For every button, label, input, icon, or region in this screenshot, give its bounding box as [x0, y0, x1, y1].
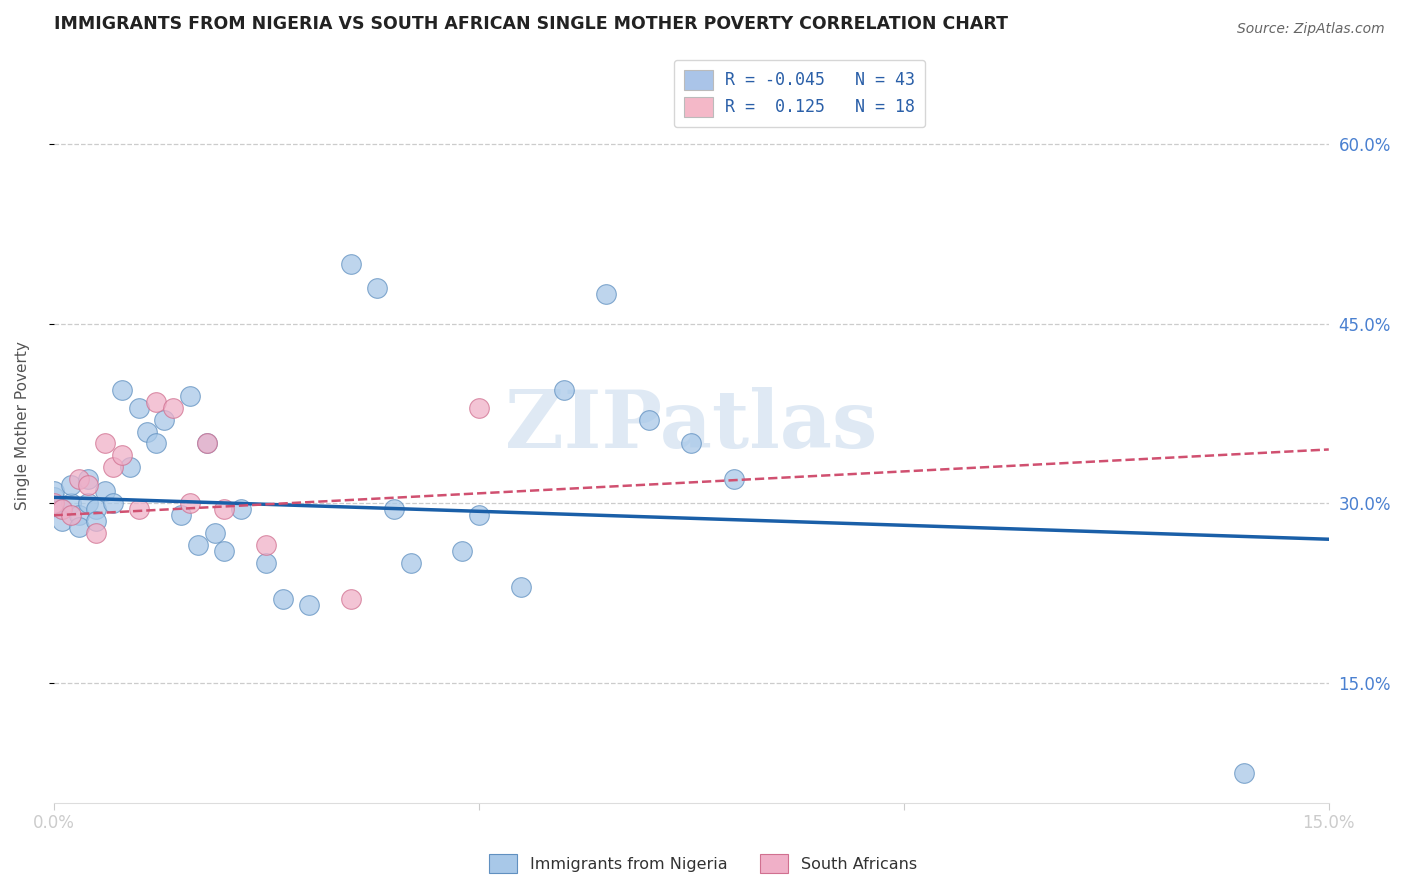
- Point: [187, 538, 209, 552]
- Point: [42, 496, 65, 510]
- Point: [162, 401, 184, 415]
- Point: [84, 514, 107, 528]
- Point: [637, 412, 659, 426]
- Point: [153, 412, 176, 426]
- Point: [204, 526, 226, 541]
- Point: [59, 508, 82, 523]
- Point: [136, 425, 159, 439]
- Point: [399, 556, 422, 570]
- Point: [179, 388, 201, 402]
- Point: [212, 544, 235, 558]
- Point: [467, 508, 489, 523]
- Point: [76, 472, 98, 486]
- Point: [76, 496, 98, 510]
- Point: [67, 472, 90, 486]
- Point: [271, 592, 294, 607]
- Point: [51, 502, 73, 516]
- Point: [51, 502, 73, 516]
- Point: [254, 538, 277, 552]
- Point: [1233, 765, 1256, 780]
- Point: [84, 502, 107, 516]
- Point: [111, 383, 134, 397]
- Point: [93, 484, 115, 499]
- Point: [67, 508, 90, 523]
- Point: [681, 436, 703, 450]
- Point: [467, 401, 489, 415]
- Point: [42, 491, 65, 505]
- Point: [298, 598, 321, 612]
- Point: [67, 520, 90, 534]
- Point: [179, 496, 201, 510]
- Point: [101, 460, 124, 475]
- Point: [111, 449, 134, 463]
- Legend: Immigrants from Nigeria, South Africans: Immigrants from Nigeria, South Africans: [482, 847, 924, 880]
- Point: [170, 508, 193, 523]
- Point: [84, 526, 107, 541]
- Point: [212, 502, 235, 516]
- Point: [59, 478, 82, 492]
- Point: [340, 257, 363, 271]
- Point: [723, 472, 745, 486]
- Point: [51, 514, 73, 528]
- Point: [553, 383, 575, 397]
- Point: [450, 544, 472, 558]
- Point: [145, 436, 167, 450]
- Point: [76, 478, 98, 492]
- Point: [59, 496, 82, 510]
- Point: [128, 502, 150, 516]
- Text: Source: ZipAtlas.com: Source: ZipAtlas.com: [1237, 22, 1385, 37]
- Point: [42, 484, 65, 499]
- Point: [195, 436, 218, 450]
- Point: [340, 592, 363, 607]
- Point: [101, 496, 124, 510]
- Point: [382, 502, 405, 516]
- Legend: R = -0.045   N = 43, R =  0.125   N = 18: R = -0.045 N = 43, R = 0.125 N = 18: [675, 60, 925, 127]
- Point: [145, 394, 167, 409]
- Text: ZIPatlas: ZIPatlas: [505, 386, 877, 465]
- Point: [254, 556, 277, 570]
- Point: [93, 436, 115, 450]
- Point: [120, 460, 142, 475]
- Point: [195, 436, 218, 450]
- Point: [510, 580, 533, 594]
- Point: [595, 286, 617, 301]
- Y-axis label: Single Mother Poverty: Single Mother Poverty: [15, 341, 30, 510]
- Point: [366, 281, 388, 295]
- Point: [128, 401, 150, 415]
- Point: [229, 502, 252, 516]
- Text: IMMIGRANTS FROM NIGERIA VS SOUTH AFRICAN SINGLE MOTHER POVERTY CORRELATION CHART: IMMIGRANTS FROM NIGERIA VS SOUTH AFRICAN…: [53, 15, 1008, 33]
